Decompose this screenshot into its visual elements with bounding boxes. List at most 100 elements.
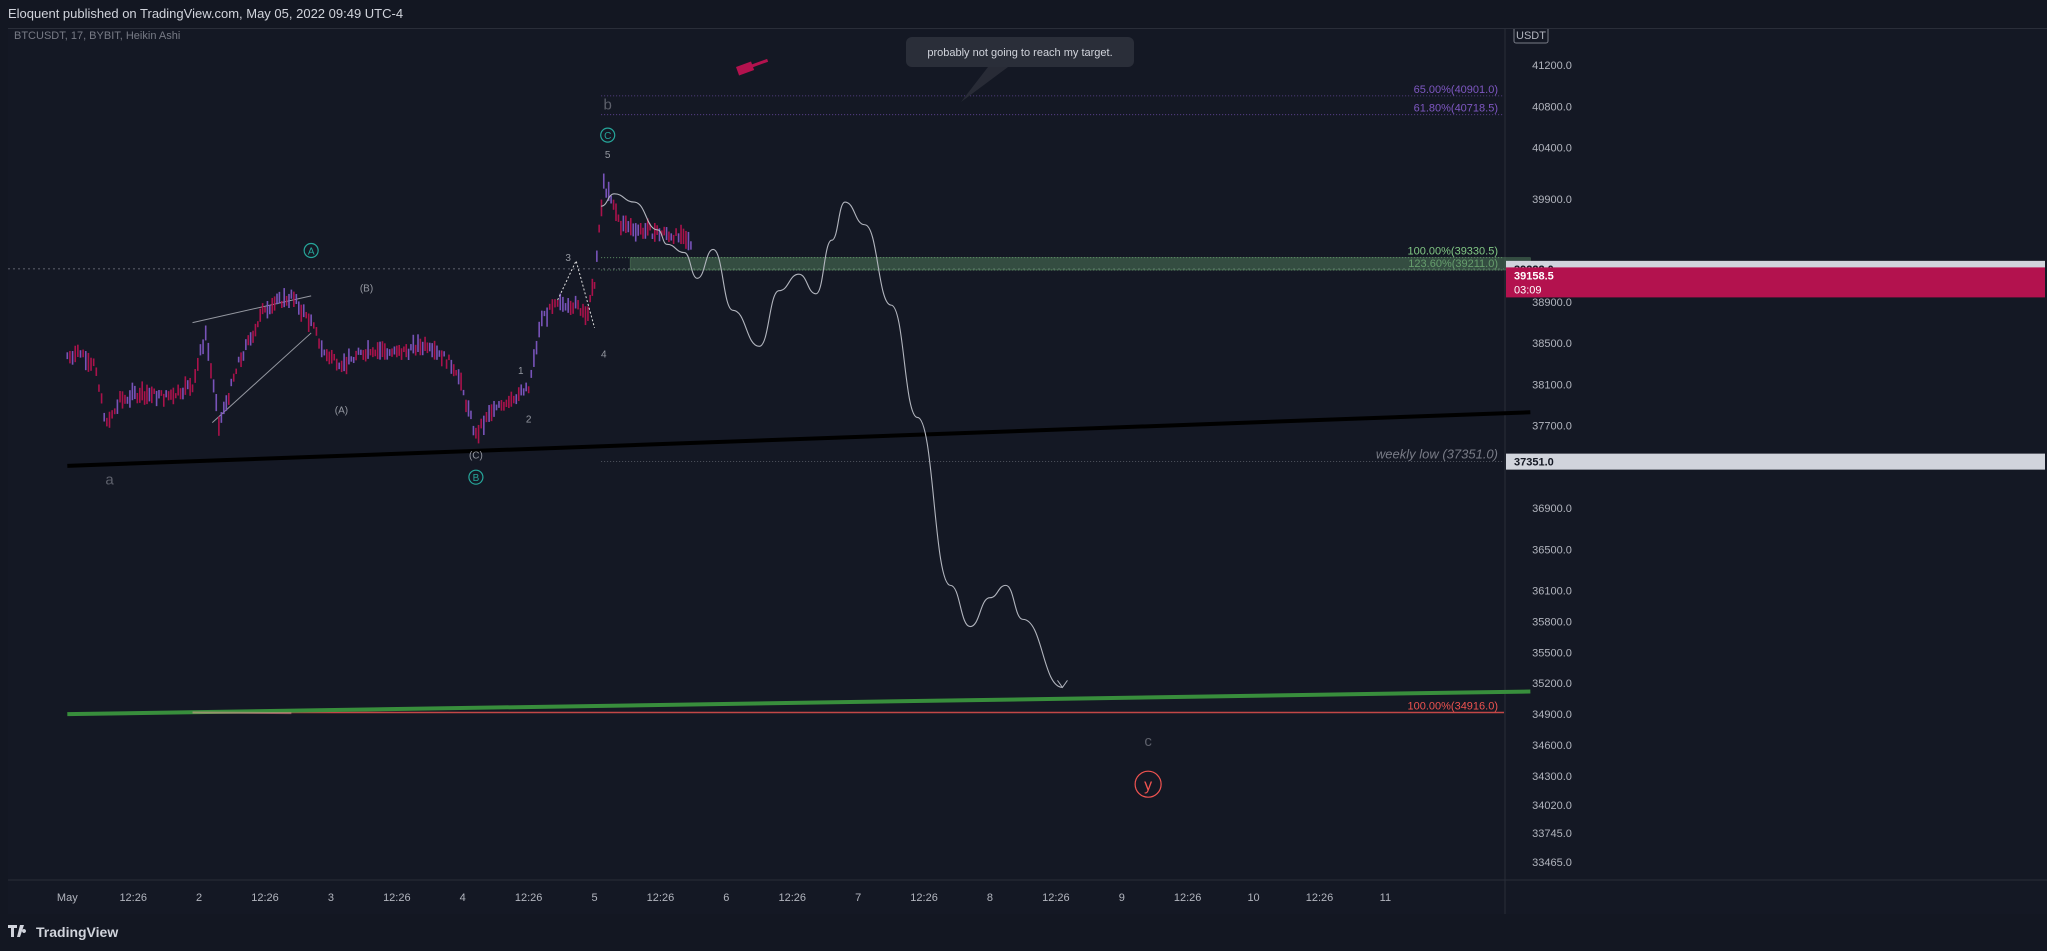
time-tick-label: 5 xyxy=(591,892,597,904)
price-badge-box xyxy=(1506,267,2045,298)
price-tick-label: 35200.0 xyxy=(1532,678,1572,690)
price-tick-label: 33465.0 xyxy=(1532,857,1572,869)
projection-path xyxy=(601,193,1063,688)
price-badge: 37351.0 xyxy=(1506,453,2045,470)
currency-badge-label: USDT xyxy=(1516,30,1546,42)
callout-tail xyxy=(961,67,1008,102)
red-level-segment xyxy=(192,711,292,715)
price-badge: 39158.5 03:09 xyxy=(1506,267,2045,298)
price-badge-label: 39158.5 xyxy=(1514,270,1554,282)
time-tick-label: 12:26 xyxy=(647,892,675,904)
time-tick-label: 12:26 xyxy=(119,892,147,904)
trend-line xyxy=(67,689,1531,717)
price-tick-label: 35500.0 xyxy=(1532,647,1572,659)
heikin-ashi-candles xyxy=(66,173,692,444)
price-tick-label: 38500.0 xyxy=(1532,338,1572,350)
symbol-line: BTCUSDT, 17, BYBIT, Heikin Ashi xyxy=(14,30,180,42)
price-tick-label: 36900.0 xyxy=(1532,503,1572,515)
level-label: 65.00%(40901.0) xyxy=(1414,84,1498,96)
time-tick-label: 7 xyxy=(855,892,861,904)
wave-label: a xyxy=(105,471,114,488)
time-tick-label: 12:26 xyxy=(1306,892,1334,904)
price-badge-label: 37351.0 xyxy=(1514,457,1554,469)
price-tick-label: 41200.0 xyxy=(1532,60,1572,72)
wave-label: A xyxy=(308,247,315,258)
publisher-header: Eloquent published on TradingView.com, M… xyxy=(0,0,2047,28)
wave-label: y xyxy=(1144,777,1152,794)
chart-frame[interactable]: BTCUSDT, 17, BYBIT, Heikin Ashi 41200.0 40… xyxy=(8,26,2047,915)
price-chart[interactable]: BTCUSDT, 17, BYBIT, Heikin Ashi41200.040… xyxy=(8,26,2047,915)
price-badge-box xyxy=(1506,453,2045,470)
price-tick-label: 36500.0 xyxy=(1532,544,1572,556)
price-badge-countdown: 03:09 xyxy=(1514,284,1542,296)
price-tick-label: 39900.0 xyxy=(1532,194,1572,206)
time-tick-label: 4 xyxy=(460,892,466,904)
wave-label: (A) xyxy=(335,405,348,416)
price-tick-label: 38900.0 xyxy=(1532,297,1572,309)
brand-name: TradingView xyxy=(36,924,119,940)
wave-label: B xyxy=(473,473,480,484)
tradingview-logo-icon xyxy=(8,925,27,937)
time-tick-label: 12:26 xyxy=(251,892,279,904)
tradingview-brand[interactable]: TradingView xyxy=(8,924,118,940)
time-tick-label: 8 xyxy=(987,892,993,904)
wave-label-circle xyxy=(600,127,616,143)
wave-label: c xyxy=(1144,733,1152,750)
projection-arrow-icon xyxy=(1057,680,1068,689)
level-label: weekly low (37351.0) xyxy=(1376,447,1498,462)
price-tick-label: 36100.0 xyxy=(1532,586,1572,598)
trend-line xyxy=(192,295,312,324)
wave-label: b xyxy=(604,96,612,113)
price-tick-label: 34300.0 xyxy=(1532,771,1572,783)
trend-line xyxy=(67,410,1531,468)
time-tick-label: 9 xyxy=(1119,892,1125,904)
wave-label: C xyxy=(604,131,611,142)
level-label: 61.80%(40718.5) xyxy=(1414,103,1498,115)
hammer-handle xyxy=(750,58,769,68)
time-tick-label: 11 xyxy=(1380,892,1391,904)
trend-line xyxy=(211,332,312,423)
callout: probably not going to reach my target. xyxy=(906,37,1134,102)
price-tick-label: 40800.0 xyxy=(1532,101,1572,113)
time-tick-label: 2 xyxy=(196,892,202,904)
wave-label-circle xyxy=(1134,770,1162,798)
time-tick-label: 3 xyxy=(328,892,334,904)
callout-text: probably not going to reach my target. xyxy=(927,47,1112,59)
hammer-icon xyxy=(736,58,769,76)
wave-label-circle xyxy=(303,242,319,259)
wave-label: (C) xyxy=(469,451,483,462)
target-zone xyxy=(629,257,1531,271)
time-tick-label: 12:26 xyxy=(910,892,938,904)
price-tick-label: 40400.0 xyxy=(1532,142,1572,154)
publisher-line: Eloquent published on TradingView.com, M… xyxy=(8,6,404,21)
wave-label: 5 xyxy=(605,150,611,161)
wave-label: 2 xyxy=(526,415,532,426)
time-tick-label: 10 xyxy=(1247,892,1259,904)
wave-label-circle xyxy=(468,469,484,485)
price-tick-label: 34900.0 xyxy=(1532,709,1572,721)
wave-label: 3 xyxy=(565,253,571,264)
time-tick-label: 12:26 xyxy=(515,892,543,904)
wave-label: (B) xyxy=(360,284,373,295)
wave-label: 4 xyxy=(601,350,607,361)
price-tick-label: 37700.0 xyxy=(1532,421,1572,433)
price-tick-label: 34020.0 xyxy=(1532,800,1572,812)
callout-box xyxy=(906,37,1134,67)
time-tick-label: 12:26 xyxy=(1174,892,1202,904)
wave-zigzag xyxy=(557,259,596,328)
level-label: 100.00%(39330.5) xyxy=(1407,246,1498,258)
footer-bar: TradingView xyxy=(0,914,2047,951)
time-tick-label: May xyxy=(57,892,78,904)
time-tick-label: 12:26 xyxy=(383,892,411,904)
price-tick-label: 34600.0 xyxy=(1532,740,1572,752)
hammer-head xyxy=(736,61,755,76)
time-tick-label: 6 xyxy=(723,892,729,904)
price-tick-label: 38100.0 xyxy=(1532,379,1572,391)
time-tick-label: 12:26 xyxy=(1042,892,1070,904)
level-label: 100.00%(34916.0) xyxy=(1407,701,1498,713)
time-tick-label: 12:26 xyxy=(778,892,806,904)
currency-badge: USDT xyxy=(1513,26,1549,44)
price-tick-label: 35800.0 xyxy=(1532,616,1572,628)
wave-label: 1 xyxy=(518,366,524,377)
price-tick-label: 33745.0 xyxy=(1532,828,1572,840)
